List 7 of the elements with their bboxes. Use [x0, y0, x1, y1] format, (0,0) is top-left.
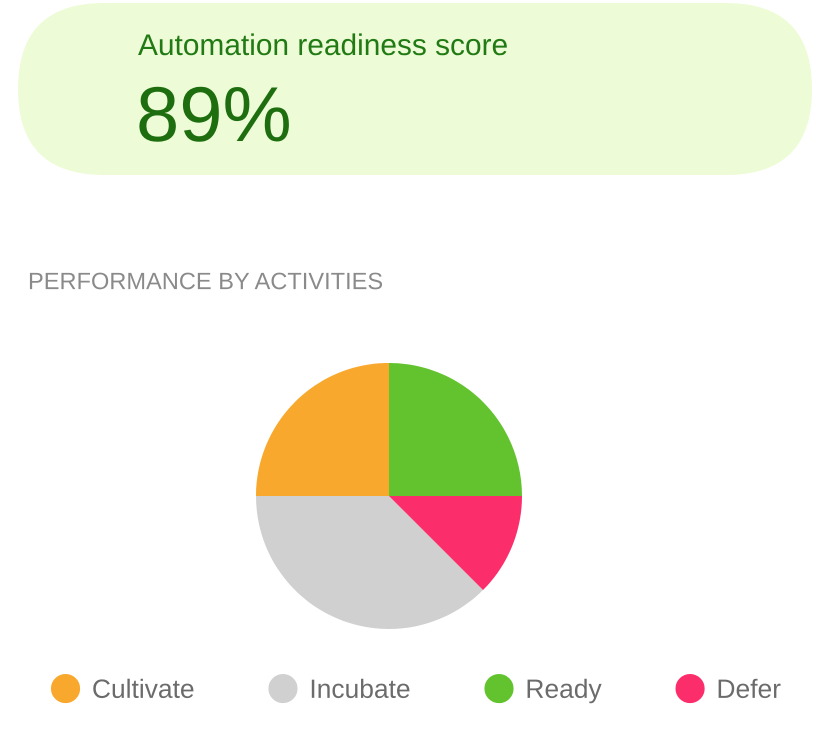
- chart-title: PERFORMANCE BY ACTIVITIES: [30, 272, 382, 290]
- legend-label: Cultivate: [93, 678, 194, 698]
- legend-label: Ready: [528, 678, 602, 704]
- text: Automation readiness score: [138, 33, 507, 56]
- legend-label: Incubate: [312, 678, 410, 698]
- text: 89%: [139, 86, 289, 142]
- legend-label: Defer: [718, 678, 781, 698]
